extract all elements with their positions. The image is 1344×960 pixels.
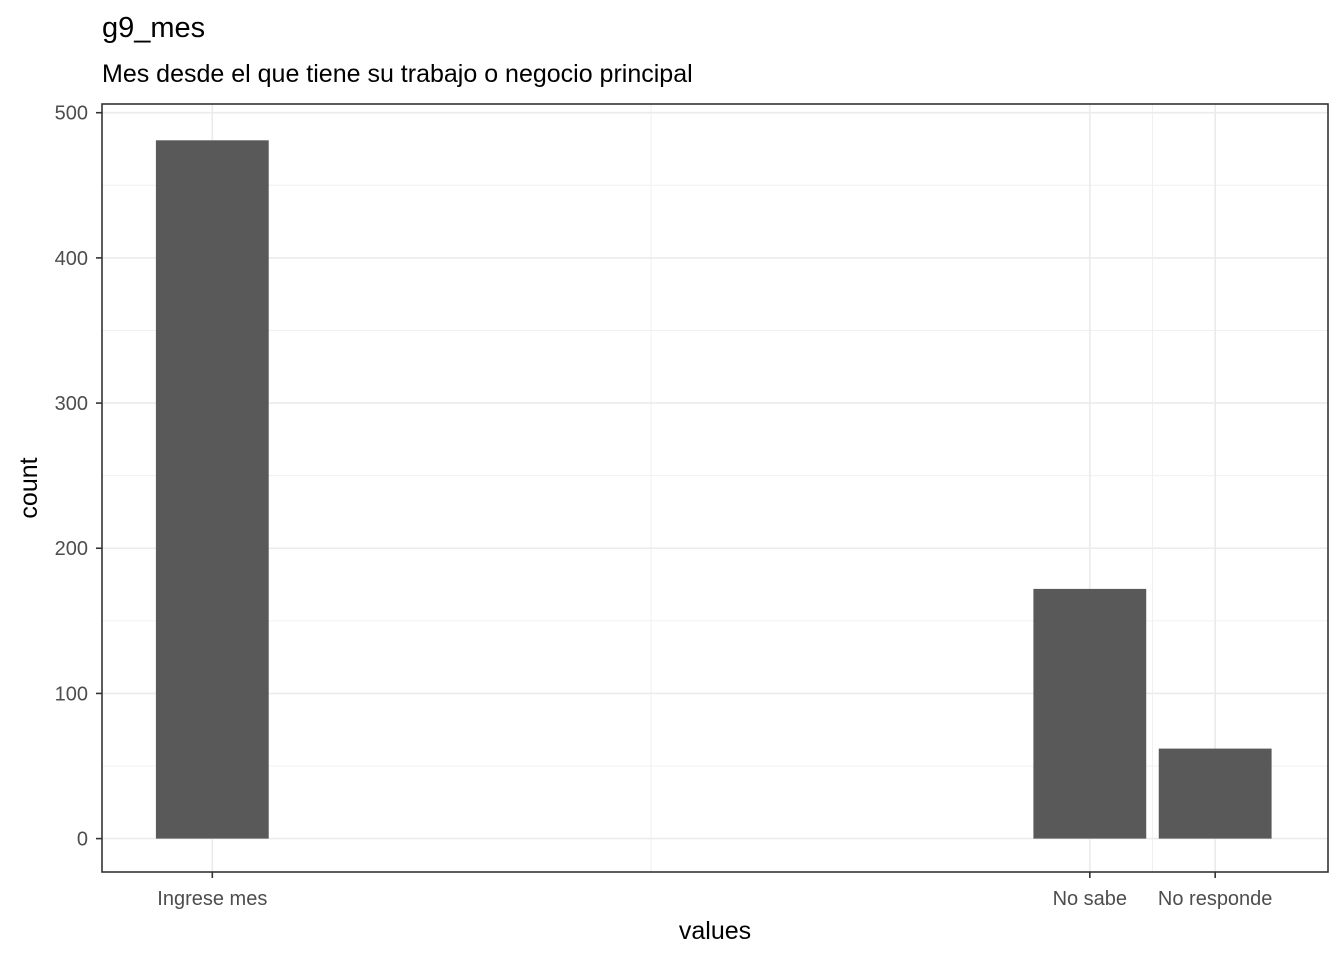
x-tick-label: No sabe [1053,888,1128,910]
y-tick-label: 400 [55,248,88,270]
plot-border [101,103,1329,873]
x-tick-label: No responde [1158,888,1273,910]
bar [155,140,269,839]
y-tick-label: 100 [55,683,88,705]
bars [155,140,1272,839]
y-tick-label: 0 [77,829,88,851]
x-axis-title: values [679,917,751,945]
bar [1158,748,1272,839]
y-tick-label: 300 [55,393,88,415]
bar [1033,588,1147,839]
chart-subtitle: Mes desde el que tiene su trabajo o nego… [102,60,693,88]
chart-title: g9_mes [102,12,206,44]
y-axis-title: count [15,457,43,518]
y-tick-label: 200 [55,538,88,560]
x-tick-label: Ingrese mes [157,888,267,910]
y-axis: 0 100 200 300 400 500 [55,103,102,851]
y-tick-label: 500 [55,103,88,125]
x-axis: Ingrese mes No sabe No responde [157,872,1272,910]
